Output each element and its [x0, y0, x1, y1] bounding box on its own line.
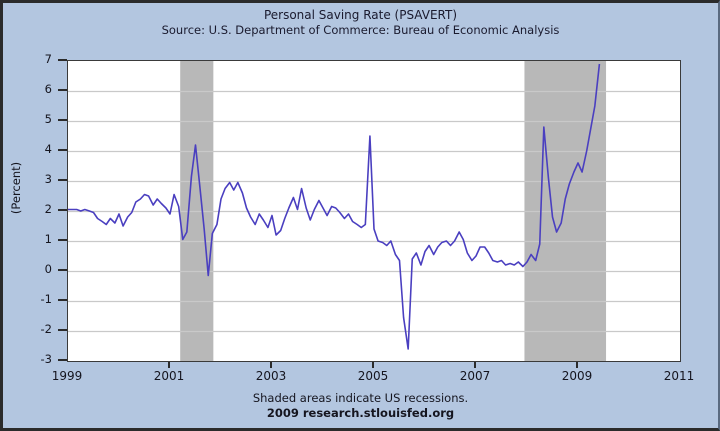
- y-axis-tick: [58, 359, 67, 361]
- x-axis-tick-label: 1999: [51, 369, 83, 383]
- y-axis-tick-label: -2: [40, 322, 52, 336]
- y-axis-tick-label: 1: [44, 232, 52, 246]
- recession-note: Shaded areas indicate US recessions.: [252, 391, 469, 405]
- y-axis-tick: [58, 119, 67, 121]
- x-axis-tick-label: 2007: [459, 369, 491, 383]
- y-axis-tick-label: 0: [44, 262, 52, 276]
- y-axis-tick: [58, 209, 67, 211]
- plot-area: [67, 60, 681, 362]
- y-axis-tick: [58, 239, 67, 241]
- x-axis-tick: [270, 360, 272, 368]
- x-axis-tick-label: 2005: [357, 369, 389, 383]
- x-axis-tick-label: 2001: [153, 369, 185, 383]
- chart-canvas: [68, 61, 680, 361]
- y-axis-tick: [58, 299, 67, 301]
- x-axis-tick-label: 2009: [561, 369, 593, 383]
- page-title: Personal Saving Rate (PSAVERT): [263, 8, 458, 22]
- x-axis-tick: [576, 360, 578, 368]
- chart-footer: Shaded areas indicate US recessions. 200…: [3, 391, 718, 421]
- y-axis-tick-label: 7: [44, 52, 52, 66]
- x-axis-tick: [168, 360, 170, 368]
- x-axis-tick-label: 2011: [663, 369, 695, 383]
- x-axis-tick-label: 2003: [255, 369, 287, 383]
- y-axis-tick-label: 4: [44, 142, 52, 156]
- y-axis-tick: [58, 329, 67, 331]
- series-personal-saving-rate: [68, 63, 601, 350]
- y-axis-tick-label: 6: [44, 82, 52, 96]
- gridlines: [68, 90, 680, 333]
- y-axis-tick: [58, 59, 67, 61]
- y-axis-tick: [58, 179, 67, 181]
- x-axis-tick: [372, 360, 374, 368]
- chart-subtitle: Source: U.S. Department of Commerce: Bur…: [161, 23, 560, 37]
- data-series-line: [68, 63, 601, 350]
- y-axis-tick: [58, 89, 67, 91]
- source-note: 2009 research.stlouisfed.org: [266, 406, 455, 420]
- chart-title-block: Personal Saving Rate (PSAVERT) Source: U…: [3, 8, 718, 38]
- y-axis-tick-label: 2: [44, 202, 52, 216]
- x-axis-tick: [474, 360, 476, 368]
- y-axis-tick: [58, 149, 67, 151]
- y-axis-title: (Percent): [9, 161, 23, 215]
- y-axis-tick: [58, 269, 67, 271]
- y-axis-tick-label: -3: [40, 352, 52, 366]
- y-axis-tick-label: 5: [44, 112, 52, 126]
- y-axis-tick-label: 3: [44, 172, 52, 186]
- y-axis-tick-label: -1: [40, 292, 52, 306]
